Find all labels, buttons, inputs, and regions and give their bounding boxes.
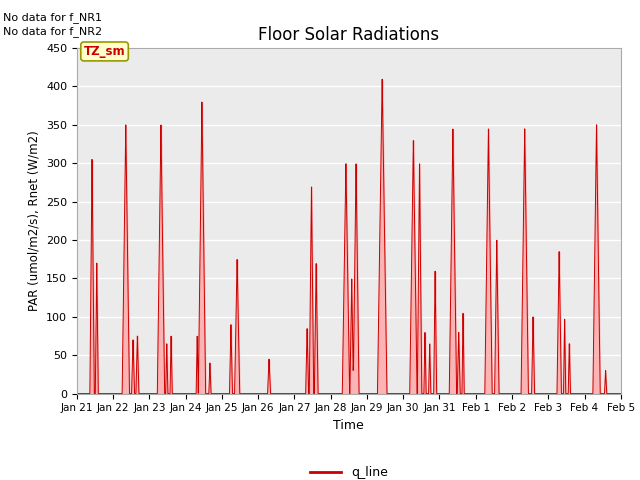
Text: No data for f_NR1: No data for f_NR1 [3,12,102,23]
Text: No data for f_NR2: No data for f_NR2 [3,26,102,37]
Text: TZ_sm: TZ_sm [84,45,125,58]
X-axis label: Time: Time [333,419,364,432]
Legend: q_line: q_line [305,461,393,480]
Y-axis label: PAR (umol/m2/s), Rnet (W/m2): PAR (umol/m2/s), Rnet (W/m2) [28,131,40,311]
Title: Floor Solar Radiations: Floor Solar Radiations [258,25,440,44]
